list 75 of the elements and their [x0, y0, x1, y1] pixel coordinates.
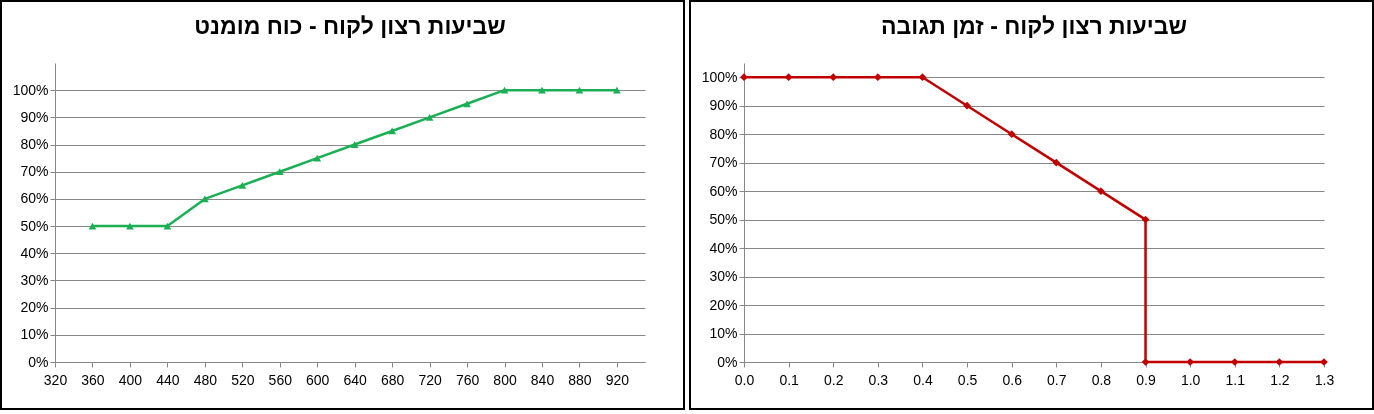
x-tick-label: 600 [306, 371, 330, 388]
y-tick-label: 70% [20, 163, 49, 180]
x-tick-label: 0.2 [824, 371, 844, 388]
y-tick-label: 60% [20, 190, 49, 207]
y-tick-label: 90% [709, 97, 738, 114]
chart-title: שביעות רצון לקוח - זמן תגובה [881, 13, 1187, 39]
point [784, 73, 793, 82]
y-tick-label: 100% [12, 81, 49, 98]
x-tick-label: 840 [530, 371, 555, 388]
x-tick-label: 0.8 [1091, 371, 1112, 388]
point [963, 101, 971, 110]
y-tick-label: 30% [20, 271, 49, 288]
x-tick-label: 920 [605, 371, 630, 388]
x-tick-label: 440 [156, 371, 180, 388]
y-tick-label: 100% [701, 68, 738, 85]
x-tick-label: 760 [455, 371, 480, 388]
y-tick-label: 10% [709, 325, 738, 342]
x-tick-label: 0.6 [1002, 371, 1023, 388]
x-tick-label: 0.1 [779, 371, 800, 388]
y-tick-label: 40% [709, 239, 738, 256]
y-tick-label: 0% [28, 353, 49, 370]
x-tick-label: 1.3 [1314, 371, 1335, 388]
x-tick-label: 720 [418, 371, 442, 388]
point [1275, 358, 1284, 366]
y-tick-label: 80% [20, 136, 49, 153]
y-tick-label: 70% [709, 154, 738, 171]
point [200, 195, 209, 203]
y-tick-label: 90% [20, 108, 49, 125]
y-tick-label: 80% [709, 125, 738, 142]
x-tick-label: 480 [193, 371, 218, 388]
y-tick-label: 20% [709, 296, 738, 313]
x-tick-label: 880 [568, 371, 592, 388]
x-tick-label: 0.9 [1136, 371, 1156, 388]
x-tick-label: 1.0 [1180, 371, 1201, 388]
point [575, 86, 584, 94]
y-tick-label: 40% [20, 244, 49, 261]
x-tick-label: 0.4 [913, 371, 933, 388]
point [425, 114, 434, 121]
x-tick-label: 0.5 [957, 371, 978, 388]
x-tick-label: 520 [231, 371, 255, 388]
x-tick-label: 0.7 [1047, 371, 1067, 388]
point [613, 86, 621, 94]
x-tick-label: 0.3 [868, 371, 889, 388]
y-tick-label: 50% [20, 217, 49, 234]
y-tick-label: 10% [20, 326, 49, 343]
y-tick-label: 60% [709, 182, 738, 199]
point [500, 86, 509, 94]
x-tick-label: 560 [268, 371, 293, 388]
x-tick-label: 1.1 [1225, 371, 1246, 388]
y-tick-label: 0% [717, 353, 738, 370]
point [1097, 187, 1105, 196]
point [1141, 215, 1150, 224]
point [829, 73, 838, 82]
point [538, 86, 546, 94]
x-tick-label: 0.0 [734, 371, 755, 388]
point [350, 141, 359, 148]
point [918, 73, 927, 82]
y-tick-label: 20% [20, 299, 49, 316]
point [1052, 158, 1061, 167]
point [1007, 130, 1016, 139]
point [388, 127, 397, 135]
chart-title: שביעות רצון לקוח - כוח מומנט [194, 13, 506, 39]
x-tick-label: 800 [493, 371, 517, 388]
x-tick-label: 1.2 [1270, 371, 1290, 388]
y-tick-label: 50% [709, 211, 738, 228]
x-tick-label: 680 [380, 371, 405, 388]
y-tick-label: 30% [709, 268, 738, 285]
point [275, 168, 284, 176]
x-tick-label: 360 [81, 371, 105, 388]
x-tick-label: 320 [43, 371, 68, 388]
x-tick-label: 640 [343, 371, 368, 388]
point [463, 100, 471, 108]
point [238, 181, 247, 189]
point [1141, 358, 1150, 366]
x-tick-label: 400 [118, 371, 143, 388]
